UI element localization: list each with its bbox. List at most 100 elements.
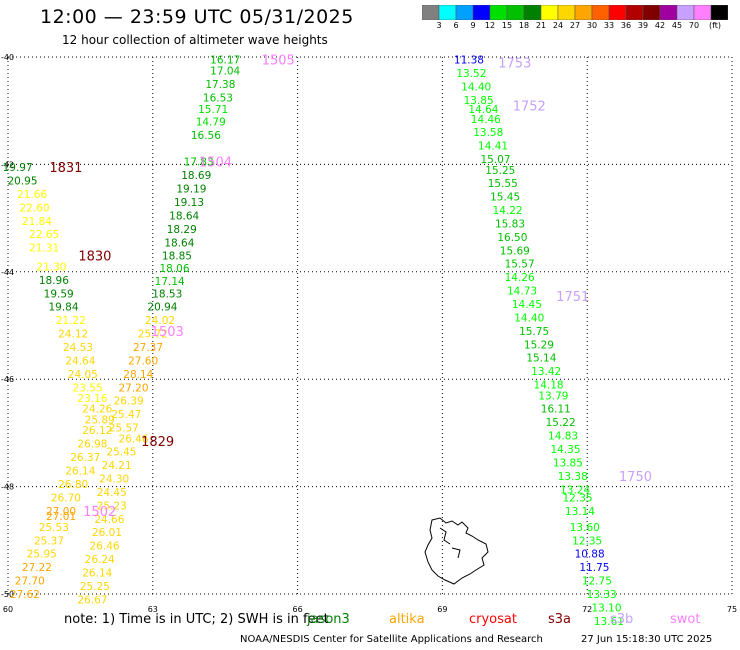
wave-height-label: 13.79 (538, 390, 568, 402)
color-scale-label: 33 (603, 21, 615, 30)
wave-height-label: 20.94 (147, 302, 177, 314)
color-scale-label: 45 (671, 21, 683, 30)
color-scale-label: 24 (552, 21, 564, 30)
color-scale-label: 36 (620, 21, 632, 30)
wave-height-label: 24.02 (145, 315, 175, 327)
wave-height-label: 26.14 (65, 465, 95, 477)
wave-height-label: 14.45 (512, 299, 542, 311)
wave-height-label: 24.66 (94, 514, 124, 526)
wave-height-label: 12.75 (582, 576, 612, 588)
wave-height-label: 26.24 (85, 554, 115, 566)
wave-height-label: 14.46 (471, 114, 501, 126)
wave-height-label: 19.13 (174, 197, 204, 209)
y-tick-label: -40 (1, 53, 14, 62)
wave-height-label: 14.18 (534, 380, 564, 392)
y-tick-label: -48 (1, 483, 14, 492)
footer-credit: NOAA/NESDIS Center for Satellite Applica… (240, 634, 543, 645)
wave-height-label: 14.35 (550, 444, 580, 456)
wave-height-label: 12.35 (572, 535, 602, 547)
wave-height-label: 25.25 (80, 581, 110, 593)
wave-height-label: 18.64 (169, 210, 199, 222)
wave-height-label: 13.14 (565, 506, 595, 518)
pass-number-label: 1751 (556, 290, 589, 305)
wave-height-label: 16.17 (210, 55, 240, 67)
wave-height-label: 25.72 (138, 329, 168, 341)
wave-height-label: 15.69 (500, 245, 530, 257)
wave-height-label: 11.38 (454, 55, 484, 67)
wave-height-label: 13.42 (531, 366, 561, 378)
wave-height-label: 20.95 (7, 176, 37, 188)
wave-height-label: 17.38 (205, 79, 235, 91)
wave-height-label: 26.39 (114, 396, 144, 408)
color-swatch (710, 5, 728, 20)
wave-height-label: 14.83 (548, 431, 578, 443)
wave-height-label: 24.30 (99, 474, 129, 486)
wave-height-label: 14.40 (514, 312, 544, 324)
pass-number-label: 1830 (78, 250, 111, 265)
wave-height-label: 13.85 (464, 95, 494, 107)
wave-height-label: 15.29 (524, 339, 554, 351)
wave-height-label: 18.53 (152, 288, 182, 300)
color-scale-label: 9 (470, 21, 476, 30)
wave-height-label: 11.75 (579, 562, 609, 574)
wave-height-label: 26.01 (92, 527, 122, 539)
wave-height-label: 13.24 (560, 484, 590, 496)
wave-height-label: 13.33 (587, 589, 617, 601)
wave-height-label: 15.57 (505, 259, 535, 271)
wave-height-label: 13.38 (558, 471, 588, 483)
wave-height-label: 26.46 (90, 541, 120, 553)
wave-height-label: 24.53 (63, 342, 93, 354)
pass-number-label: 1753 (498, 56, 531, 71)
color-scale-label: 30 (586, 21, 598, 30)
wave-height-label: 24.21 (102, 460, 132, 472)
wave-height-label: 14.22 (493, 205, 523, 217)
x-tick-label: 60 (3, 605, 13, 614)
wave-height-label: 12.35 (563, 492, 593, 504)
wave-height-label: 25.47 (111, 409, 141, 421)
wave-height-label: 26.67 (77, 594, 107, 606)
color-scale-labels: 3 6 9 12 15 18 21 24 27 30 33 36 39 42 45 70 (ft) (422, 21, 740, 31)
pass-number-label: 1752 (513, 99, 546, 114)
page-title: 12:00 — 23:59 UTC 05/31/2025 (40, 6, 354, 28)
wave-height-label: 26.80 (58, 479, 88, 491)
pass-number-label: 1750 (619, 470, 652, 485)
wave-height-label: 18.29 (167, 224, 197, 236)
color-scale-label: 6 (453, 21, 459, 30)
wave-height-label: 18.96 (39, 275, 69, 287)
color-scale-bar (422, 5, 728, 20)
wave-height-label: 15.07 (480, 154, 510, 166)
wave-height-label: 25.95 (27, 549, 57, 561)
wave-height-label: 25.89 (85, 414, 115, 426)
satellite-legend-item: swot (670, 612, 701, 627)
wave-height-label: 14.73 (507, 286, 537, 298)
wave-height-label: 10.88 (575, 549, 605, 561)
wave-height-label: 26.37 (70, 452, 100, 464)
wave-height-label: 26.12 (82, 425, 112, 437)
wave-height-label: 27.60 (128, 355, 158, 367)
wave-height-label: 13.10 (591, 602, 621, 614)
wave-height-label: 25.57 (109, 423, 139, 435)
wave-height-label: 26.98 (77, 439, 107, 451)
wave-height-label: 24.64 (65, 355, 95, 367)
wave-height-label: 21.30 (36, 261, 66, 273)
wave-height-label: 15.55 (488, 178, 518, 190)
color-scale-label: 42 (654, 21, 666, 30)
wave-height-label: 19.59 (44, 288, 74, 300)
wave-height-label: 27.70 (15, 576, 45, 588)
x-tick-label: 63 (148, 605, 158, 614)
wave-height-label: 21.84 (22, 216, 52, 228)
wave-height-label: 14.79 (196, 116, 226, 128)
pass-number-label: 1503 (151, 325, 184, 340)
wave-height-label: 27.37 (133, 342, 163, 354)
wave-height-label: 13.52 (456, 68, 486, 80)
x-tick-label: 69 (437, 605, 447, 614)
wave-height-label: 26.70 (51, 492, 81, 504)
wave-height-label: 27.00 (46, 506, 76, 518)
wave-height-label: 15.14 (526, 353, 556, 365)
satellite-legend-item: s3a (548, 612, 572, 627)
x-tick-label: 75 (727, 605, 737, 614)
wave-height-label: 25.37 (34, 535, 64, 547)
wave-height-label: 15.45 (490, 192, 520, 204)
wave-height-label: 23.55 (73, 382, 103, 394)
